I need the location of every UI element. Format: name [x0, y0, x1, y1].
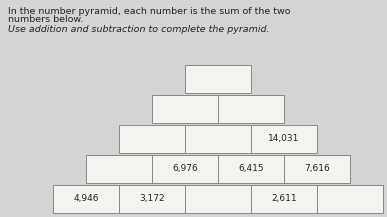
Bar	[119, 125, 185, 153]
Bar	[152, 155, 218, 183]
Text: 6,976: 6,976	[172, 164, 198, 174]
Bar	[185, 185, 251, 213]
Text: In the number pyramid, each number is the sum of the two: In the number pyramid, each number is th…	[8, 7, 291, 16]
Bar	[185, 65, 251, 93]
Text: 14,031: 14,031	[268, 135, 300, 143]
Text: 6,415: 6,415	[238, 164, 264, 174]
Text: numbers below.: numbers below.	[8, 15, 83, 24]
Text: Use addition and subtraction to complete the pyramid.: Use addition and subtraction to complete…	[8, 25, 269, 34]
Bar	[218, 155, 284, 183]
Bar	[218, 95, 284, 123]
Text: 7,616: 7,616	[304, 164, 330, 174]
Bar	[317, 185, 383, 213]
Text: 4,946: 4,946	[73, 194, 99, 204]
Bar	[251, 185, 317, 213]
Bar	[251, 125, 317, 153]
Bar	[152, 95, 218, 123]
Text: 2,611: 2,611	[271, 194, 297, 204]
Bar	[119, 185, 185, 213]
Bar	[284, 155, 350, 183]
Bar	[185, 125, 251, 153]
Text: 3,172: 3,172	[139, 194, 165, 204]
Bar	[86, 155, 152, 183]
Bar	[53, 185, 119, 213]
